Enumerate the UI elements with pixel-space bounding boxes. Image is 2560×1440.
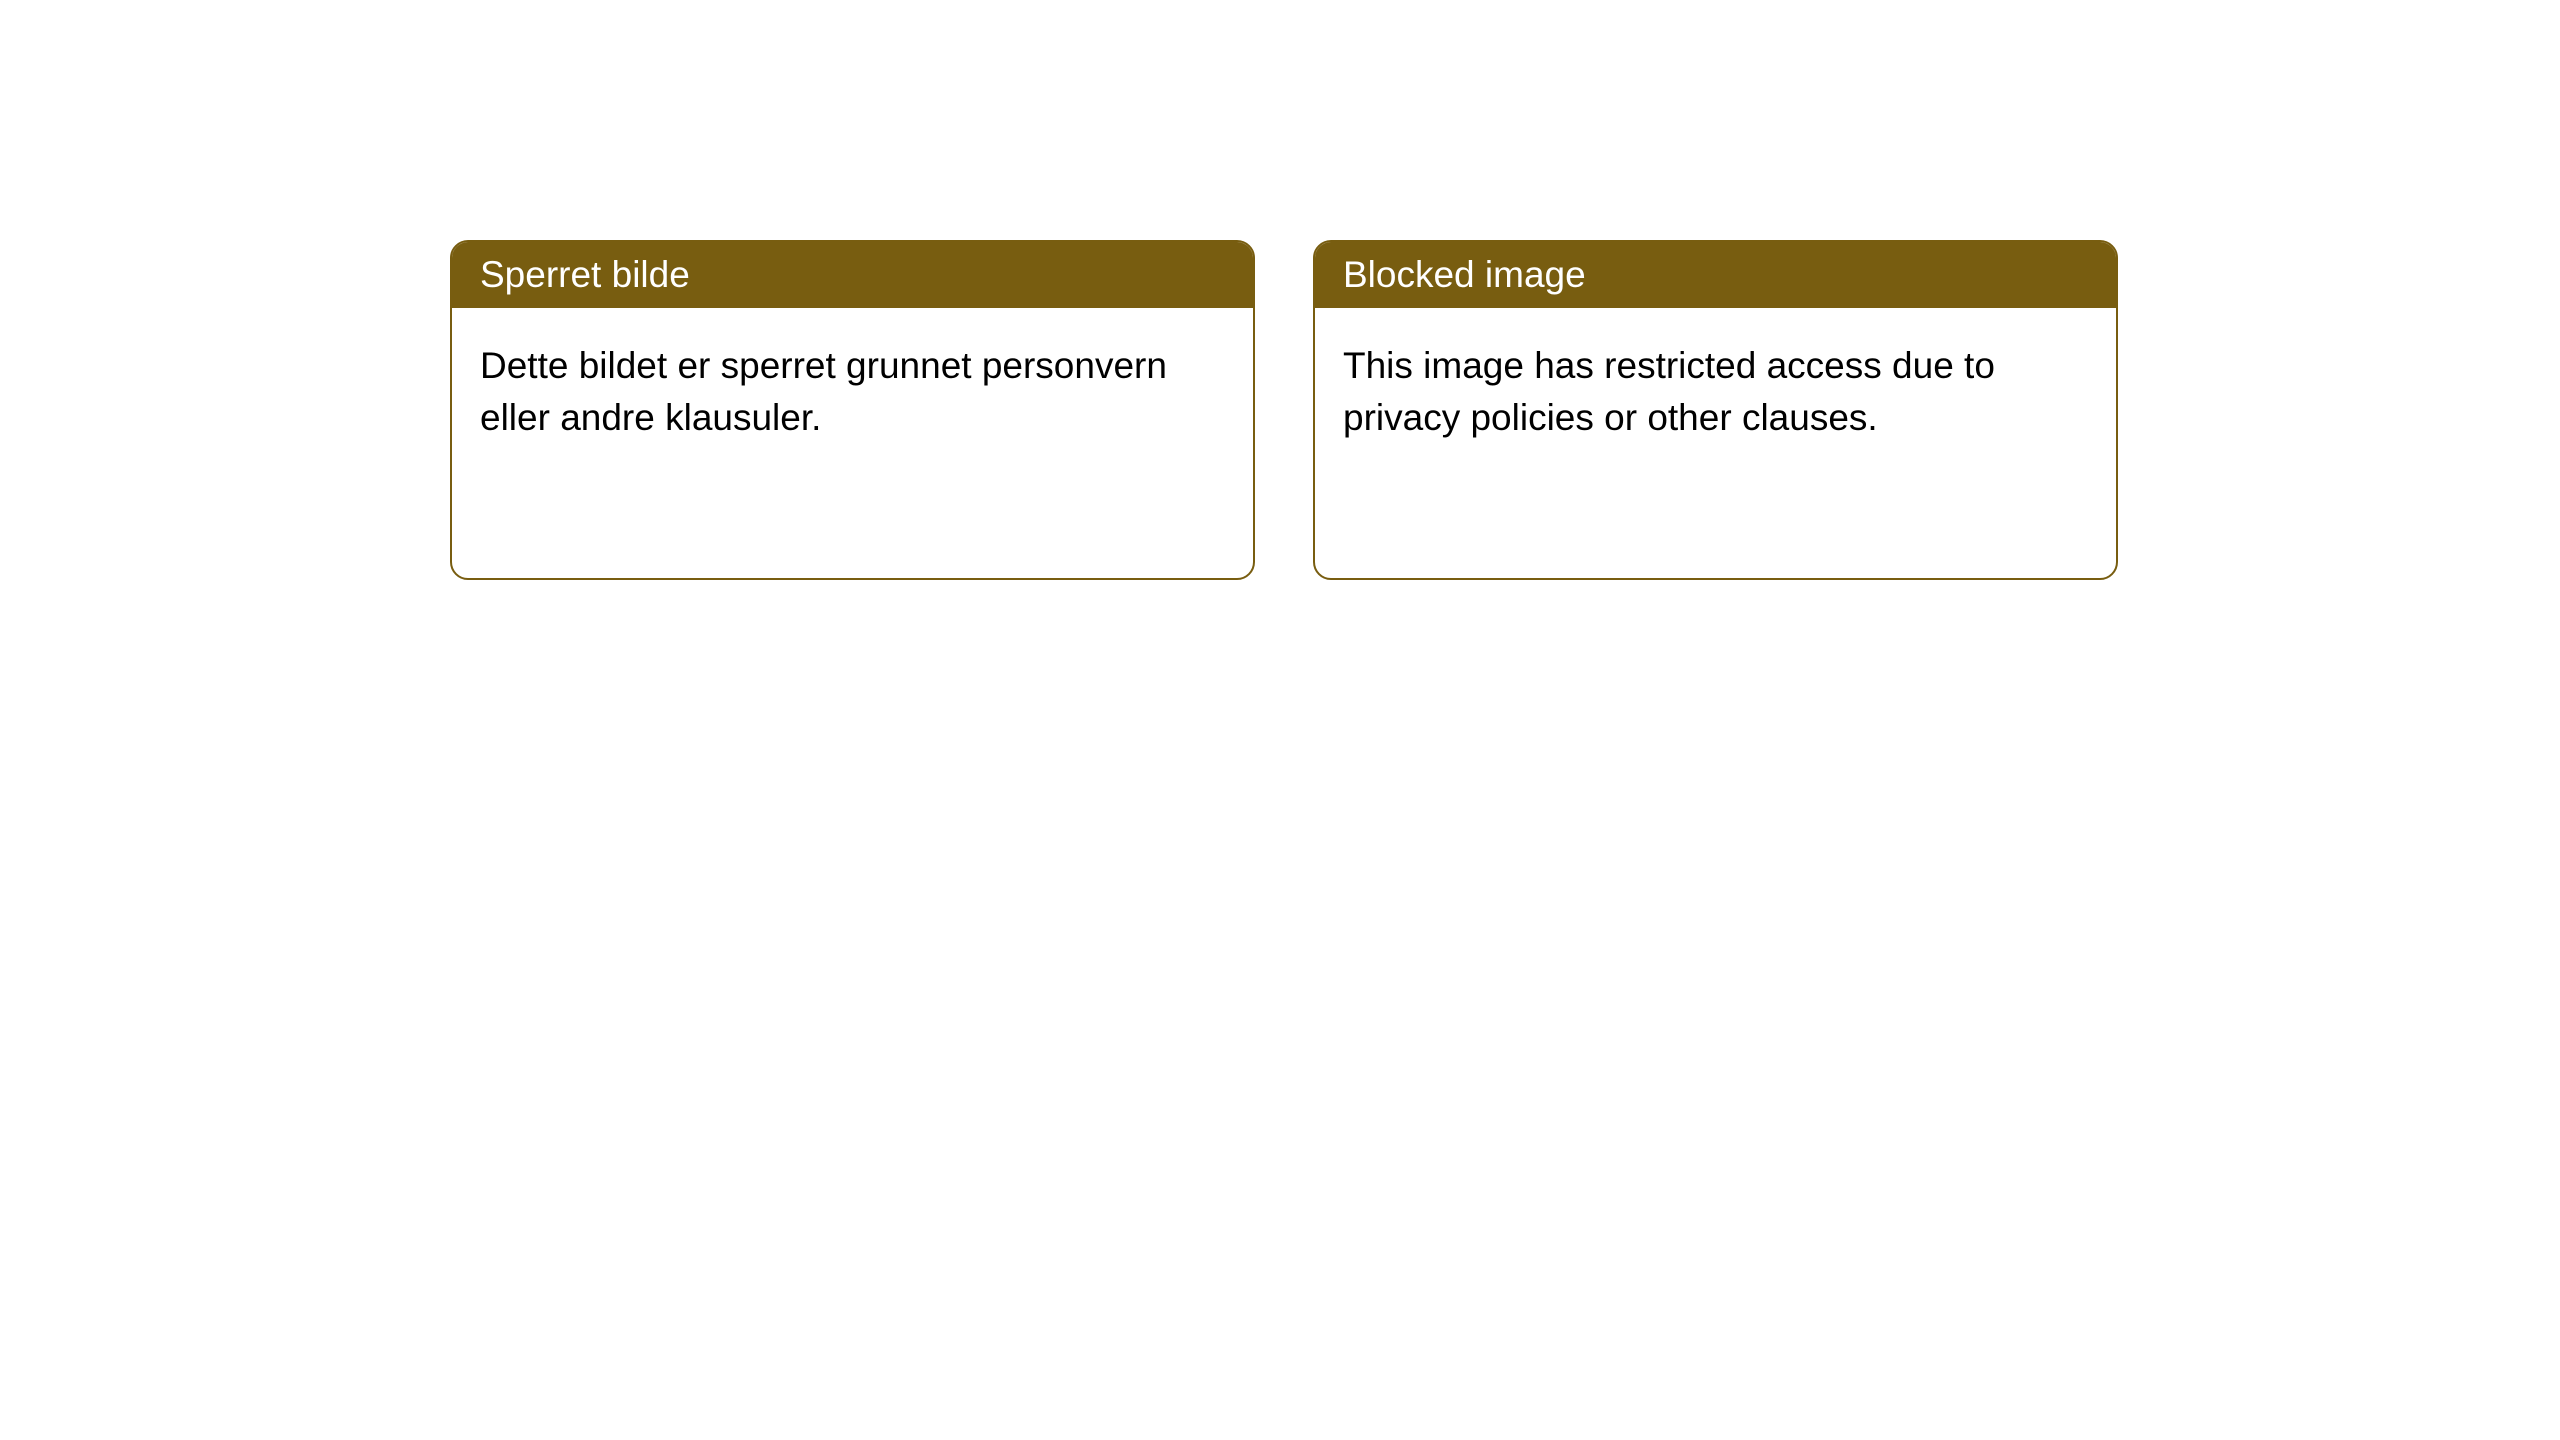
- notice-header: Sperret bilde: [452, 242, 1253, 308]
- notice-body: This image has restricted access due to …: [1315, 308, 2116, 578]
- notice-card-english: Blocked image This image has restricted …: [1313, 240, 2118, 580]
- notice-message: This image has restricted access due to …: [1343, 345, 1995, 438]
- notice-title: Blocked image: [1343, 254, 1586, 295]
- notice-header: Blocked image: [1315, 242, 2116, 308]
- notice-card-norwegian: Sperret bilde Dette bildet er sperret gr…: [450, 240, 1255, 580]
- notice-body: Dette bildet er sperret grunnet personve…: [452, 308, 1253, 578]
- notice-container: Sperret bilde Dette bildet er sperret gr…: [0, 0, 2560, 580]
- notice-title: Sperret bilde: [480, 254, 690, 295]
- notice-message: Dette bildet er sperret grunnet personve…: [480, 345, 1167, 438]
